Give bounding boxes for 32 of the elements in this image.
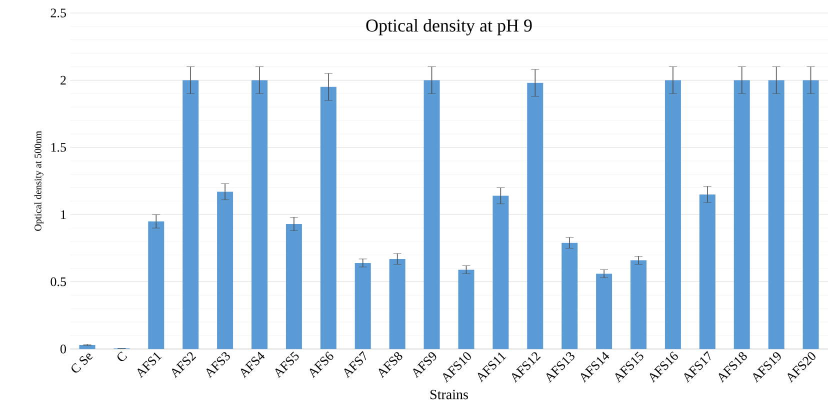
x-tick-label: C Se [72,354,93,373]
bar [182,80,199,349]
y-tick-label: 2.5 [50,8,66,18]
bar [562,242,578,349]
y-tick-label: 2 [60,76,66,84]
bar [354,262,371,349]
y-tick-label: 1.5 [51,143,66,152]
y-axis-title: Optical density at 500nm [34,130,44,231]
bar [664,80,681,349]
bar [630,260,647,349]
bar [734,80,750,349]
bar [79,344,96,349]
y-tick-label: 1 [61,210,66,219]
bar [596,274,612,349]
y-tick-label: 0.5 [50,277,66,286]
bar [217,192,234,349]
bar [802,80,819,349]
bar [492,196,509,349]
bar [424,80,440,349]
bar [320,86,336,349]
bar [148,221,164,349]
x-tick-label: C [117,352,128,362]
y-tick-label: 0 [60,344,66,354]
bar [458,270,474,349]
bar [286,224,302,349]
bar [768,80,784,349]
x-axis-title: Strains [430,390,468,400]
bar [527,82,544,349]
chart-title: Optical density at pH 9 [366,18,532,36]
bar [389,258,406,349]
bar [252,80,268,349]
bar [699,194,716,349]
